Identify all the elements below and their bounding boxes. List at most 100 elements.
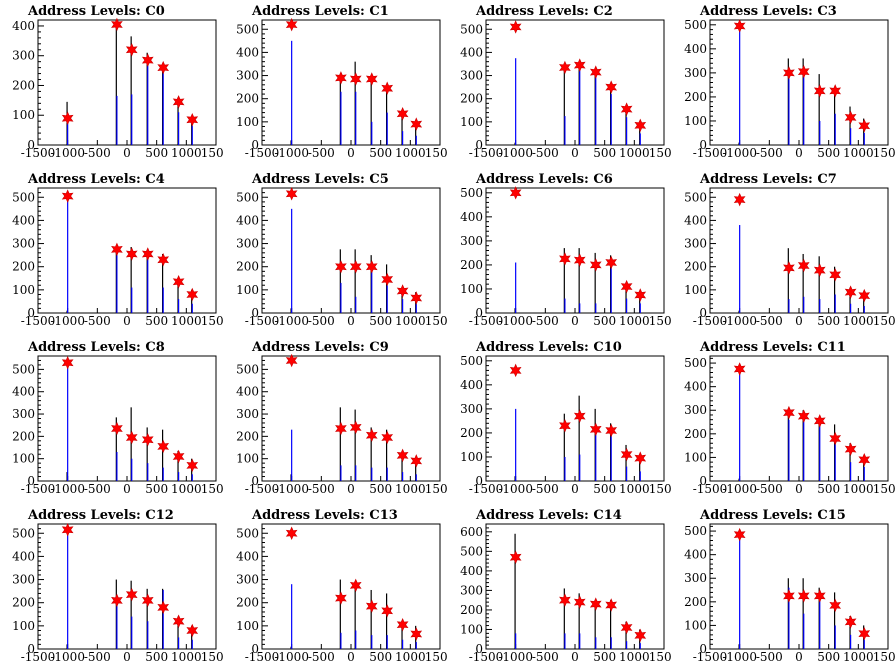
y-tick-label: 200: [12, 596, 35, 610]
peak-marker: [733, 527, 746, 542]
y-tick-label: 400: [460, 378, 483, 392]
peak-marker: [285, 187, 298, 201]
y-tick-label: 100: [12, 283, 35, 297]
peak-marker: [797, 258, 810, 273]
x-tick-label: 1500: [425, 314, 448, 328]
panel-title: Address Levels: C8: [27, 340, 165, 355]
panel-title: Address Levels: C3: [699, 4, 837, 19]
y-tick-label: 100: [236, 283, 259, 297]
x-tick-label: 0: [795, 314, 803, 328]
panel-title: Address Levels: C13: [251, 508, 398, 523]
x-tick-label: 500: [593, 146, 616, 160]
y-tick-label: 0: [251, 306, 259, 320]
x-tick-label: 0: [123, 314, 131, 328]
x-tick-label: 1000: [843, 146, 874, 160]
y-tick-label: 0: [699, 138, 707, 152]
y-tick-label: 400: [684, 213, 707, 227]
histogram-panel-2: Address Levels: C20100200300400500-1500-…: [460, 4, 672, 160]
peak-marker: [172, 275, 185, 289]
x-tick-label: -1000: [50, 650, 85, 664]
y-tick-label: 300: [684, 571, 707, 585]
peak-marker: [634, 628, 647, 643]
x-tick-label: 1500: [425, 146, 448, 160]
peak-marker: [141, 593, 154, 608]
y-tick-label: 500: [236, 526, 259, 540]
peak-marker: [410, 117, 423, 131]
y-tick-label: 100: [684, 450, 707, 464]
plot-frame: [485, 523, 665, 650]
peak-marker: [559, 252, 571, 266]
x-tick-label: 0: [347, 146, 355, 160]
y-tick-label: 300: [684, 66, 707, 80]
peak-marker: [559, 418, 571, 433]
y-tick-label: 500: [236, 362, 259, 376]
peak-marker: [829, 268, 842, 282]
y-tick-label: 500: [460, 186, 483, 200]
peak-marker: [605, 423, 618, 438]
peak-marker: [813, 589, 826, 603]
histogram-panel-9: Address Levels: C90100200300400500-1500-…: [236, 340, 448, 496]
y-tick-label: 200: [460, 92, 483, 106]
peak-marker: [559, 593, 571, 607]
peak-marker: [365, 72, 378, 86]
y-tick-label: 500: [684, 356, 707, 370]
panel-title: Address Levels: C12: [27, 508, 174, 523]
panel-title: Address Levels: C0: [27, 4, 165, 19]
peak-marker: [813, 414, 826, 428]
y-tick-label: 0: [699, 642, 707, 656]
histogram-panel-1: Address Levels: C10100200300400500-1500-…: [236, 4, 448, 160]
peak-marker: [285, 17, 298, 32]
peak-marker: [381, 81, 394, 96]
peak-marker: [396, 107, 409, 121]
x-tick-label: -1000: [722, 146, 757, 160]
x-tick-label: -1500: [21, 146, 56, 160]
plot-frame: [37, 19, 217, 146]
peak-marker: [783, 589, 795, 603]
histogram-panel-0: Address Levels: C0 0 100 200 300 400 -1500-100…: [12, 4, 224, 160]
x-tick-label: 1000: [619, 650, 650, 664]
peak-marker: [365, 428, 378, 442]
y-tick-label: 0: [251, 138, 259, 152]
y-tick-label: 500: [236, 22, 259, 36]
peak-marker: [349, 259, 362, 274]
peak-marker: [349, 420, 362, 435]
x-tick-label: 500: [369, 146, 392, 160]
x-tick-label: -1000: [50, 146, 85, 160]
y-tick-label: 0: [475, 474, 483, 488]
y-tick-label: 200: [12, 260, 35, 274]
x-tick-label: -1000: [274, 482, 309, 496]
panel-title: Address Levels: C5: [251, 172, 389, 187]
x-tick-label: -1500: [693, 146, 728, 160]
x-tick-label: -500: [308, 650, 335, 664]
peak-marker: [172, 449, 185, 464]
x-tick-label: 500: [593, 482, 616, 496]
x-tick-label: 1000: [171, 650, 202, 664]
y-tick-label: 300: [12, 49, 35, 63]
x-tick-label: -500: [756, 482, 783, 496]
y-tick-label: 200: [236, 260, 259, 274]
x-tick-label: 1500: [425, 650, 448, 664]
peak-marker: [858, 626, 871, 641]
x-tick-label: -1500: [469, 314, 504, 328]
peak-marker: [733, 362, 746, 376]
y-tick-label: 600: [460, 525, 483, 539]
peak-marker: [813, 84, 826, 98]
x-tick-label: 1500: [201, 482, 224, 496]
peak-marker: [396, 448, 409, 463]
peak-marker: [634, 288, 647, 302]
y-tick-label: 300: [460, 583, 483, 597]
y-tick-label: 100: [236, 452, 259, 466]
histogram-panel-7: Address Levels: C70100200300400500-1500-…: [684, 172, 896, 328]
y-tick-label: 500: [236, 190, 259, 204]
x-tick-label: -1500: [693, 482, 728, 496]
peak-marker: [509, 550, 522, 564]
x-tick-label: -500: [84, 482, 111, 496]
y-tick-label: 300: [12, 407, 35, 421]
plot-frame: [709, 523, 889, 650]
peak-marker: [410, 627, 423, 641]
panel-title: Address Levels: C6: [475, 172, 613, 187]
peak-marker: [410, 291, 423, 305]
peak-marker: [61, 111, 74, 125]
x-tick-label: 1000: [843, 314, 874, 328]
x-tick-label: -1000: [274, 146, 309, 160]
